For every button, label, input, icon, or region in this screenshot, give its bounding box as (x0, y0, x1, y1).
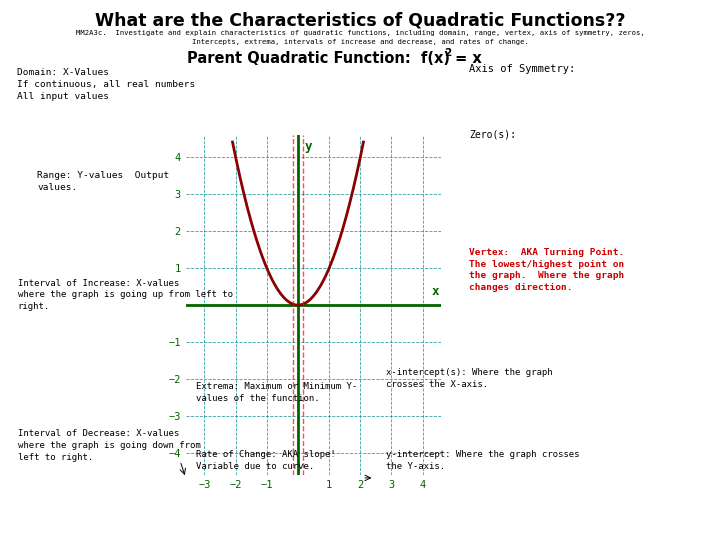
Text: Vertex:  AKA Turning Point.
The lowest/highest point on
the graph.  Where the gr: Vertex: AKA Turning Point. The lowest/hi… (469, 248, 624, 292)
Text: Interval of Increase: X-values
where the graph is going up from left to
right.: Interval of Increase: X-values where the… (17, 279, 233, 311)
Text: x-intercept(s): Where the graph
crosses the X-axis.: x-intercept(s): Where the graph crosses … (387, 368, 553, 389)
Text: Extrema: Maximum or Minimum Y-
values of the function.: Extrema: Maximum or Minimum Y- values of… (197, 382, 358, 403)
Text: Intercepts, extrema, intervals of increase and decrease, and rates of change.: Intercepts, extrema, intervals of increa… (192, 39, 528, 45)
Text: Axis of Symmetry:: Axis of Symmetry: (469, 64, 575, 73)
Text: Range: Y-values  Output
values.: Range: Y-values Output values. (37, 171, 170, 192)
Text: y-intercept: Where the graph crosses
the Y-axis.: y-intercept: Where the graph crosses the… (387, 450, 580, 471)
Text: x: x (431, 285, 439, 298)
Text: Zero(s):: Zero(s): (469, 130, 516, 139)
Text: 2: 2 (444, 48, 451, 58)
Text: y: y (305, 140, 312, 153)
Text: Rate of Change: AKA slope!
Variable due to curve.: Rate of Change: AKA slope! Variable due … (197, 450, 336, 471)
Text: Parent Quadratic Function:  f(x) = x: Parent Quadratic Function: f(x) = x (187, 51, 482, 66)
Text: Interval of Decrease: X-values
where the graph is going down from
left to right.: Interval of Decrease: X-values where the… (17, 429, 200, 462)
Text: What are the Characteristics of Quadratic Functions??: What are the Characteristics of Quadrati… (95, 12, 625, 30)
Text: Domain: X-Values
If continuous, all real numbers
All input values: Domain: X-Values If continuous, all real… (17, 69, 196, 101)
Text: MM2A3c.  Investigate and explain characteristics of quadratic functions, includi: MM2A3c. Investigate and explain characte… (76, 30, 644, 36)
